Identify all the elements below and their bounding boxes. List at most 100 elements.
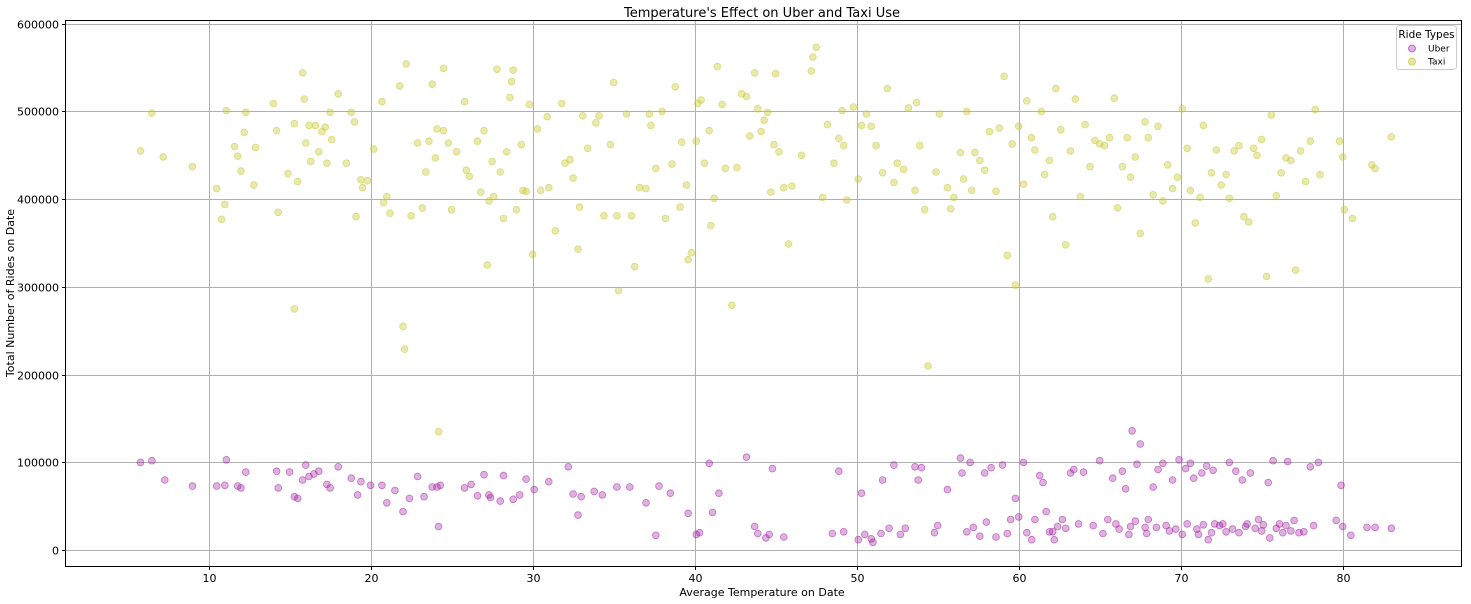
uber-point (569, 490, 577, 498)
taxi-point (433, 125, 441, 133)
uber-point (1058, 515, 1067, 524)
taxi-point (1105, 133, 1114, 142)
taxi-point (1235, 141, 1243, 150)
data-points (136, 43, 1396, 547)
uber-point (274, 484, 283, 492)
taxi-point (543, 112, 551, 121)
uber-point (1254, 515, 1263, 524)
taxi-point (721, 164, 730, 173)
uber-point (753, 529, 762, 538)
uber-point (460, 484, 469, 492)
uber-point (1159, 459, 1167, 468)
taxi-point (718, 100, 726, 109)
taxi-point (473, 137, 482, 146)
uber-point (1011, 494, 1020, 503)
uber-point (1189, 474, 1198, 483)
taxi-point (1136, 229, 1144, 238)
uber-point (242, 468, 250, 476)
taxi-point (1272, 191, 1281, 200)
taxi-point (1225, 194, 1234, 203)
taxi-point (1277, 169, 1285, 177)
taxi-point (1141, 118, 1149, 126)
taxi-point (300, 95, 309, 103)
y-tick-label: 100000 (17, 457, 59, 470)
taxi-point (912, 98, 921, 107)
taxi-point (1240, 212, 1248, 221)
taxi-point (386, 209, 394, 218)
uber-point (1183, 520, 1191, 528)
taxi-point (321, 123, 330, 131)
uber-point (1371, 523, 1379, 532)
taxi-point (290, 305, 299, 313)
taxi-point (1037, 107, 1046, 116)
taxi-point (242, 108, 250, 117)
taxi-point (630, 262, 639, 271)
taxi-point (148, 109, 156, 117)
taxi-point (788, 182, 796, 190)
uber-point (509, 495, 518, 504)
taxi-point (713, 62, 722, 71)
taxi-point (899, 165, 908, 174)
taxi-point (233, 152, 242, 161)
uber-point (1118, 467, 1127, 476)
uber-point (301, 461, 310, 469)
taxi-point (658, 107, 666, 116)
taxi-point (697, 96, 705, 104)
uber-point (1290, 516, 1298, 525)
taxi-point (883, 84, 892, 93)
uber-point (405, 494, 414, 503)
uber-point (293, 494, 302, 503)
uber-point (1300, 527, 1308, 536)
uber-point (221, 481, 229, 490)
taxi-point (447, 205, 456, 214)
uber-point (1152, 523, 1161, 532)
uber-point (854, 535, 863, 544)
taxi-point (221, 200, 229, 209)
chart-title: Temperature's Effect on Uber and Taxi Us… (623, 6, 900, 21)
uber-point (1207, 528, 1216, 537)
taxi-point (507, 77, 516, 86)
taxi-point (1253, 151, 1261, 160)
uber-point (1219, 520, 1227, 528)
uber-point (496, 497, 505, 505)
uber-point (992, 533, 1000, 541)
taxi-point (352, 212, 360, 221)
uber-point (1198, 469, 1206, 477)
uber-point (742, 453, 751, 462)
taxi-point (399, 322, 407, 331)
taxi-point (222, 106, 231, 115)
uber-point (382, 498, 391, 507)
taxi-point (1348, 214, 1357, 223)
uber-point (914, 476, 922, 484)
uber-point (980, 469, 989, 477)
taxi-point (1126, 173, 1135, 182)
uber-point (695, 528, 704, 537)
uber-point (750, 522, 759, 531)
taxi-point (240, 128, 249, 137)
legend-label-uber: Uber (1428, 45, 1450, 55)
taxi-point (1019, 180, 1028, 189)
taxi-point (1031, 146, 1039, 154)
taxi-point (627, 212, 636, 220)
taxi-point (1306, 137, 1315, 146)
taxi-point (775, 148, 783, 156)
taxi-point (834, 134, 843, 143)
taxi-point (363, 176, 372, 185)
uber-point (1387, 524, 1396, 533)
uber-point (473, 491, 482, 500)
uber-point (1225, 458, 1234, 467)
x-tick-label: 10 (203, 572, 217, 585)
taxi-point (544, 183, 553, 192)
taxi-point (890, 178, 898, 187)
taxi-point (1371, 164, 1379, 173)
legend: Ride Types Uber Taxi (1396, 25, 1457, 70)
taxi-point (298, 69, 307, 77)
x-tick-label: 50 (851, 572, 865, 585)
uber-point (901, 524, 910, 533)
taxi-point (779, 183, 788, 192)
uber-point (1235, 528, 1243, 537)
uber-point (958, 469, 966, 477)
uber-point (1023, 528, 1031, 537)
taxi-point (1287, 156, 1295, 165)
taxi-point (797, 151, 806, 160)
